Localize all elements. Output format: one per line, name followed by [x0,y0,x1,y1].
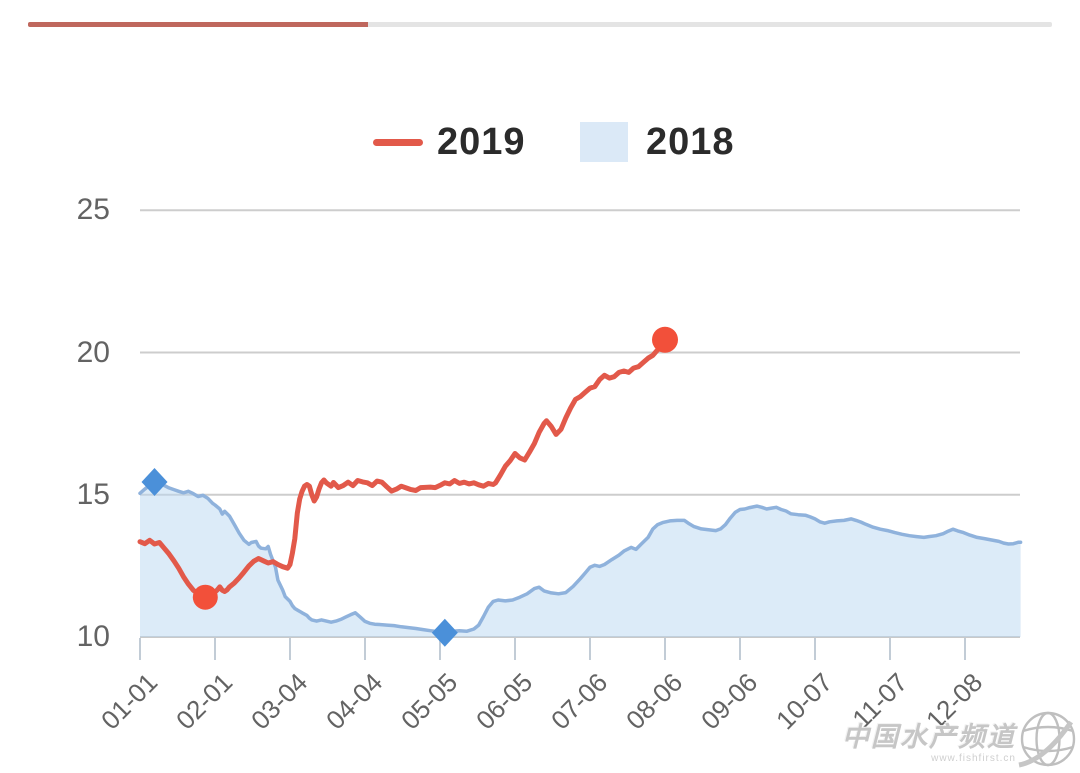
legend-label-2019: 2019 [437,120,526,163]
marker-diamond-2018-min [431,618,458,647]
y-axis-label-20: 20 [76,335,110,369]
watermark-url: www.fishfirst.cn [931,752,1016,764]
legend-label-2018: 2018 [646,120,735,163]
y-axis-label-25: 25 [76,193,110,227]
legend-item-2019[interactable]: 2019 [373,118,526,166]
series-2019 [137,337,668,600]
watermark: 中国水产频道 www.fishfirst.cn [842,709,1078,769]
top-divider [368,22,1052,27]
legend-item-2018[interactable]: 2018 [580,118,735,166]
legend-line-swatch-icon [373,138,423,146]
watermark-title: 中国水产频道 [842,721,1016,752]
marker-dot-2019-min [192,584,218,610]
series-2018 [138,480,1023,637]
y-axis-label-15: 15 [76,477,110,511]
series-markers [141,326,678,647]
axis-ticks [139,638,966,660]
marker-diamond-2018-max [141,467,168,496]
globe-icon [1018,711,1076,768]
y-axis-label-10: 10 [76,620,110,653]
marker-dot-2019-latest [652,326,678,353]
legend-area-swatch-icon [580,122,628,162]
top-divider-accent [28,22,368,27]
